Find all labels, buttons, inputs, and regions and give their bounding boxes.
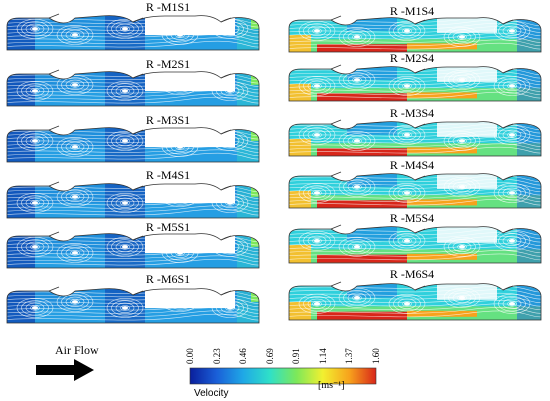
flow-panel-right-4 [288,171,542,209]
flow-panel-left-6 [6,286,260,324]
flow-panel-left-2 [6,69,260,107]
colorbar-tick-label: 1.60 [371,348,381,364]
colorbar-title: Velocity [194,388,229,399]
flow-panel-right-2 [288,64,542,102]
flow-panel-left-5 [6,231,260,269]
panel-title-left-5: R -M5S1 [145,220,191,234]
colorbar-tick-label: 0.00 [185,348,195,364]
panel-title-right-1: R -M1S4 [389,4,435,18]
colorbar-tick-label: 1.14 [317,348,328,364]
panel-title-left-4: R -M4S1 [145,168,191,182]
panel-title-left-6: R -M6S1 [145,272,191,286]
colorbar-unit: [ms⁻¹] [318,380,345,391]
panel-title-left-1: R -M1S1 [145,0,191,14]
colorbar-tick-label: 0.69 [264,348,275,364]
flow-panel-right-1 [288,15,542,53]
flow-panel-right-5 [288,224,542,264]
panel-title-right-5: R -M5S4 [389,211,435,225]
colorbar-tick-label: 0.23 [211,348,222,364]
flow-panel-right-6 [288,281,542,321]
panel-title-left-3: R -M3S1 [145,113,191,127]
panel-title-right-6: R -M6S4 [389,267,435,281]
flow-panel-left-3 [6,125,260,163]
panel-title-right-2: R -M2S4 [389,51,435,65]
panel-title-left-2: R -M2S1 [145,57,191,71]
panel-title-right-4: R -M4S4 [389,158,435,172]
colorbar-tick-label: 0.91 [291,348,302,364]
flow-panel-right-3 [288,119,542,157]
flow-panel-left-4 [6,181,260,219]
colorbar-tick-label: 0.46 [238,348,249,364]
air-flow-label: Air Flow [55,343,99,357]
flow-panel-left-1 [6,13,260,51]
air-flow-arrow-icon [36,359,94,381]
panel-title-right-3: R -M3S4 [389,106,435,120]
colorbar-tick-label: 1.37 [344,348,355,364]
